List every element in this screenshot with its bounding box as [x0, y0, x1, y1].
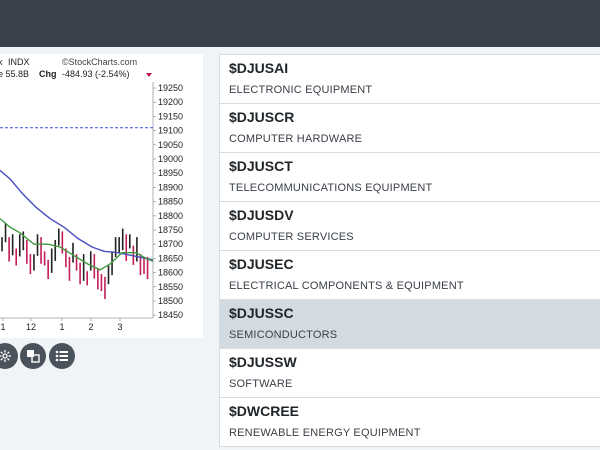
chart-volume-partial: e 55.8B	[0, 69, 29, 79]
sector-row[interactable]: $DJUSEC ELECTRICAL COMPONENTS & EQUIPMEN…	[220, 251, 600, 300]
price-tick-label: 18450	[158, 310, 183, 320]
price-tick-label: 18500	[158, 296, 183, 306]
sector-row[interactable]: $DJUSCT TELECOMMUNICATIONS EQUIPMENT	[220, 153, 600, 202]
price-tick-label: 19100	[158, 126, 183, 136]
sector-symbol: $DJUSSC	[229, 305, 294, 321]
sector-list: $DJUSAI ELECTRONIC EQUIPMENT $DJUSCR COM…	[219, 54, 600, 447]
sector-name: SEMICONDUCTORS	[229, 329, 338, 341]
compare-icon	[27, 350, 40, 363]
list-icon	[55, 350, 68, 362]
price-tick-label: 18550	[158, 282, 183, 292]
time-tick-label: 12	[26, 322, 36, 332]
moving-average-long-line	[0, 169, 154, 261]
settings-button[interactable]	[0, 343, 18, 369]
price-tick-label: 19250	[158, 83, 183, 93]
price-tick-label: 18800	[158, 211, 183, 221]
time-tick-label: 3	[117, 322, 122, 332]
sector-name: TELECOMMUNICATIONS EQUIPMENT	[229, 182, 433, 194]
chart-exchange: INDX	[8, 57, 30, 67]
price-tick-label: 18700	[158, 239, 183, 249]
stockcharts-watermark: ©StockCharts.com	[62, 57, 137, 67]
sector-symbol: $DJUSCT	[229, 158, 293, 174]
price-tick-label: 19150	[158, 111, 183, 121]
moving-average-short-line	[0, 218, 154, 271]
price-tick-label: 19000	[158, 154, 183, 164]
time-tick-label: 1	[0, 322, 5, 332]
list-view-button[interactable]	[49, 343, 75, 369]
price-tick-label: 19200	[158, 97, 183, 107]
sector-row[interactable]: $DJUSSW SOFTWARE	[220, 349, 600, 398]
sector-symbol: $DJUSEC	[229, 256, 294, 272]
top-navigation-bar	[0, 0, 600, 47]
sector-name: COMPUTER HARDWARE	[229, 133, 363, 145]
sector-symbol: $DWCREE	[229, 403, 300, 419]
sector-row[interactable]: $DJUSCR COMPUTER HARDWARE	[220, 104, 600, 153]
sector-row-selected[interactable]: $DJUSSC SEMICONDUCTORS	[220, 300, 600, 349]
price-chart[interactable]: x INDX ©StockCharts.com e 55.8B Chg -484…	[0, 54, 203, 338]
sector-name: COMPUTER SERVICES	[229, 231, 354, 243]
sector-symbol: $DJUSAI	[229, 60, 289, 76]
price-tick-label: 18600	[158, 268, 183, 278]
sector-row[interactable]: $DJUSDV COMPUTER SERVICES	[220, 202, 600, 251]
sector-symbol: $DJUSDV	[229, 207, 294, 223]
price-tick-label: 18850	[158, 197, 183, 207]
chart-chg-value: -484.93 (-2.54%)	[62, 69, 130, 79]
chart-ticker-partial: x	[0, 57, 3, 67]
sector-row[interactable]: $DWCREE RENEWABLE ENERGY EQUIPMENT	[220, 398, 600, 447]
time-tick-label: 1	[59, 322, 64, 332]
price-tick-label: 18750	[158, 225, 183, 235]
sector-name: SOFTWARE	[229, 378, 293, 390]
chart-chg-label: Chg	[39, 69, 57, 79]
sector-name: RENEWABLE ENERGY EQUIPMENT	[229, 427, 421, 439]
price-chart-panel[interactable]: x INDX ©StockCharts.com e 55.8B Chg -484…	[0, 54, 203, 338]
sector-name: ELECTRICAL COMPONENTS & EQUIPMENT	[229, 280, 464, 292]
price-tick-label: 18650	[158, 253, 183, 263]
sector-symbol: $DJUSCR	[229, 109, 295, 125]
sector-name: ELECTRONIC EQUIPMENT	[229, 84, 373, 96]
down-arrow-icon	[146, 73, 152, 77]
compare-button[interactable]	[20, 343, 46, 369]
price-tick-label: 18900	[158, 182, 183, 192]
time-tick-label: 2	[88, 322, 93, 332]
price-tick-label: 18950	[158, 168, 183, 178]
settings-icon	[0, 350, 11, 362]
sector-symbol: $DJUSSW	[229, 354, 297, 370]
sector-row[interactable]: $DJUSAI ELECTRONIC EQUIPMENT	[220, 55, 600, 104]
price-tick-label: 19050	[158, 140, 183, 150]
